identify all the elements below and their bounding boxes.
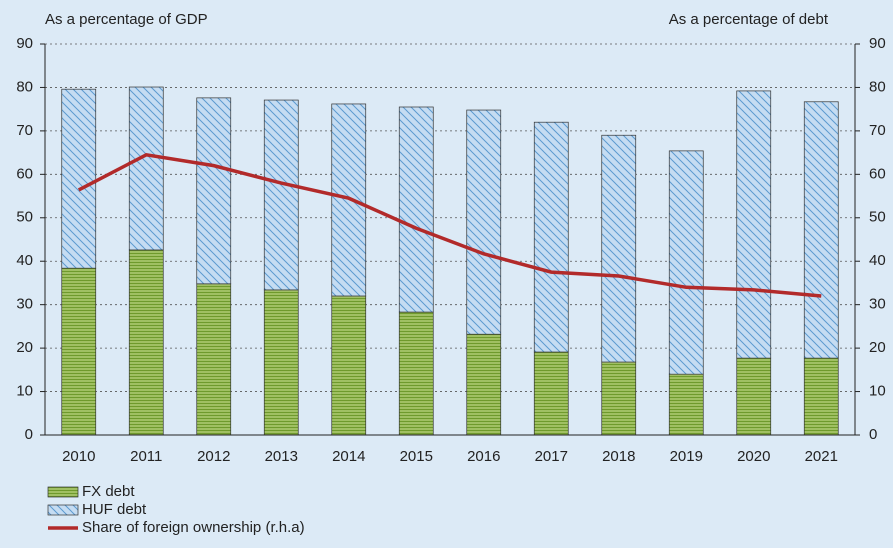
bar	[601, 361, 637, 436]
legend-swatch	[47, 504, 79, 516]
bar	[803, 101, 839, 359]
x-tick-label: 2017	[535, 448, 568, 465]
x-tick-label: 2020	[737, 448, 770, 465]
bar	[128, 249, 164, 436]
y2-tick-label: 70	[869, 122, 886, 139]
y2-tick-label: 50	[869, 209, 886, 226]
bar	[128, 86, 164, 251]
x-tick-label: 2011	[130, 448, 162, 465]
y-tick-label: 40	[16, 252, 33, 269]
y2-axis-label: As a percentage of debt	[669, 11, 829, 28]
bar	[601, 134, 637, 363]
line	[77, 152, 822, 298]
y-tick-label: 60	[16, 165, 33, 182]
legend-label: Share of foreign ownership (r.h.a)	[82, 519, 305, 536]
x-tick-label: 2018	[602, 448, 635, 465]
bar	[803, 357, 839, 436]
y-tick-label: 0	[25, 426, 33, 443]
x-tick-label: 2013	[265, 448, 298, 465]
bar	[736, 90, 772, 359]
x-tick-label: 2012	[197, 448, 230, 465]
bar	[736, 357, 772, 436]
legend-swatch	[47, 486, 79, 498]
x-tick-label: 2014	[332, 448, 365, 465]
y-tick-label: 70	[16, 122, 33, 139]
bar	[668, 373, 704, 436]
y2-tick-label: 20	[869, 339, 886, 356]
x-tick-label: 2019	[670, 448, 703, 465]
y-tick-label: 50	[16, 209, 33, 226]
bar	[533, 121, 569, 353]
y2-tick-label: 40	[869, 252, 886, 269]
x-tick-label: 2010	[62, 448, 95, 465]
bar	[331, 295, 367, 436]
y-tick-label: 20	[16, 339, 33, 356]
bar	[196, 97, 232, 285]
y-tick-label: 90	[16, 35, 33, 52]
y2-tick-label: 30	[869, 296, 886, 313]
bar	[398, 106, 434, 313]
bar	[398, 311, 434, 436]
bar	[196, 283, 232, 436]
y-tick-label: 30	[16, 296, 33, 313]
bar	[466, 333, 502, 436]
bar	[533, 351, 569, 436]
y2-tick-label: 60	[869, 165, 886, 182]
y2-tick-label: 10	[869, 383, 886, 400]
legend-label: FX debt	[82, 483, 135, 500]
x-tick-label: 2021	[805, 448, 838, 465]
bar	[263, 289, 299, 436]
legend-label: HUF debt	[82, 501, 147, 518]
y2-tick-label: 0	[869, 426, 877, 443]
y-tick-label: 80	[16, 78, 33, 95]
bar	[668, 150, 704, 375]
y2-tick-label: 90	[869, 35, 886, 52]
bar	[61, 267, 97, 436]
y-tick-label: 10	[16, 383, 33, 400]
bar	[466, 109, 502, 335]
x-tick-label: 2016	[467, 448, 500, 465]
x-tick-label: 2015	[400, 448, 433, 465]
bar	[61, 88, 97, 269]
y2-tick-label: 80	[869, 78, 886, 95]
y-axis-label: As a percentage of GDP	[45, 11, 208, 28]
bar	[263, 99, 299, 291]
